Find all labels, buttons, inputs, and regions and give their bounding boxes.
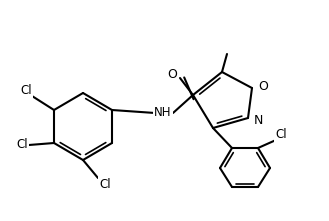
- Text: O: O: [167, 67, 177, 80]
- Text: N: N: [254, 114, 264, 126]
- Text: Cl: Cl: [275, 128, 287, 141]
- Text: O: O: [258, 80, 268, 93]
- Text: Cl: Cl: [20, 84, 32, 97]
- Text: NH: NH: [154, 107, 172, 120]
- Text: Cl: Cl: [16, 139, 28, 152]
- Text: Cl: Cl: [99, 177, 111, 191]
